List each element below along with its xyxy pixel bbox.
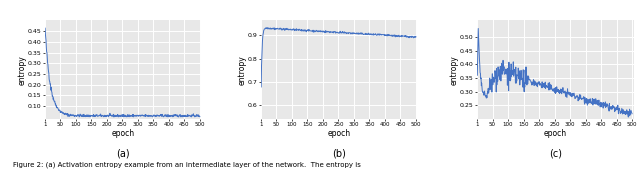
Text: (a): (a) bbox=[116, 148, 130, 158]
X-axis label: epoch: epoch bbox=[544, 129, 567, 138]
Y-axis label: entropy: entropy bbox=[449, 55, 458, 85]
X-axis label: epoch: epoch bbox=[328, 129, 351, 138]
Y-axis label: entropy: entropy bbox=[237, 55, 246, 85]
Y-axis label: entropy: entropy bbox=[17, 55, 26, 85]
Text: (c): (c) bbox=[549, 148, 562, 158]
X-axis label: epoch: epoch bbox=[111, 129, 134, 138]
Text: Figure 2: (a) Activation entropy example from an intermediate layer of the netwo: Figure 2: (a) Activation entropy example… bbox=[13, 162, 361, 168]
Text: (b): (b) bbox=[332, 148, 346, 158]
